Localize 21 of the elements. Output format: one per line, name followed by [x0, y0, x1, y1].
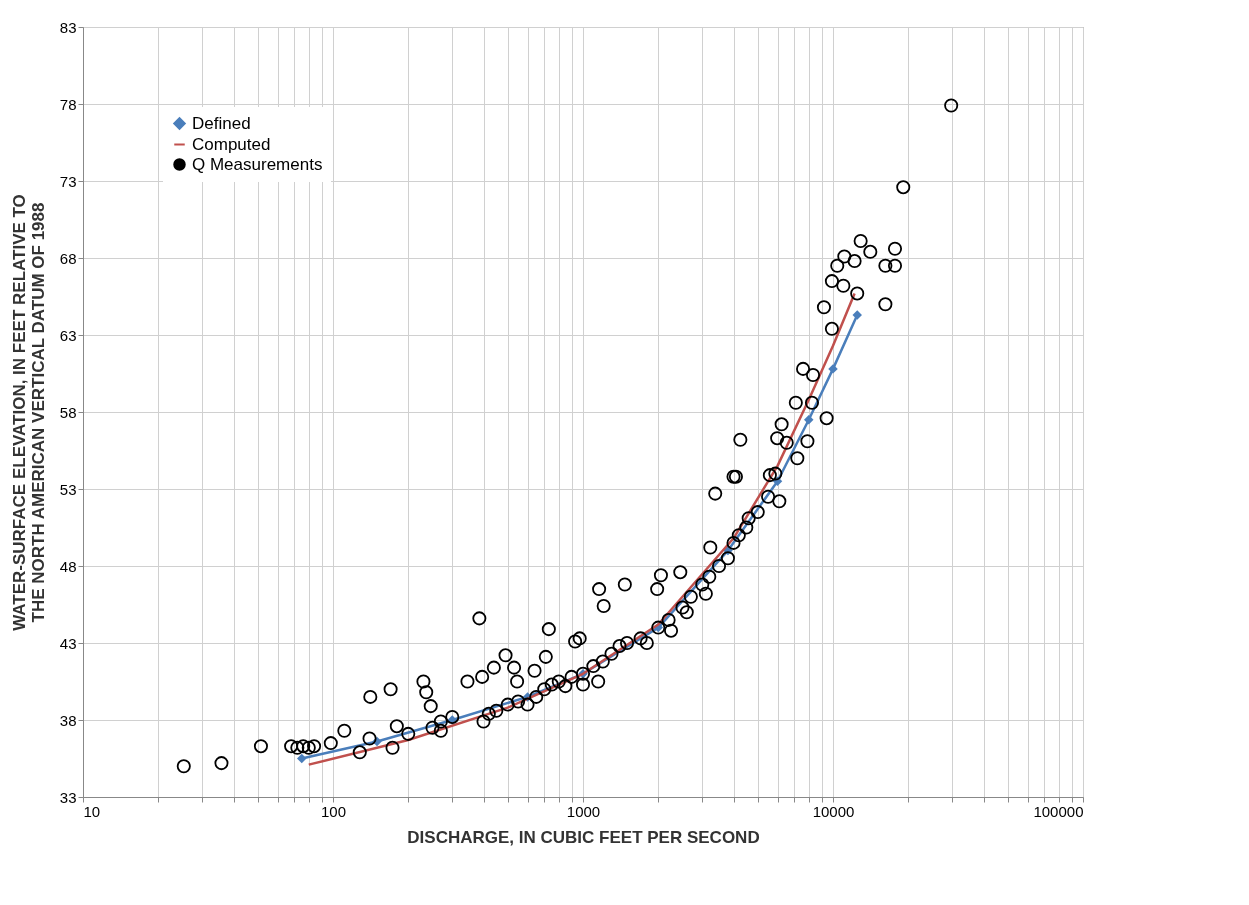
- legend-label: Q Measurements: [192, 154, 323, 174]
- y-tick-label: 58: [59, 403, 77, 421]
- legend-label: Defined: [192, 113, 251, 133]
- y-axis-title: WATER-SURFACE ELEVATION, IN FEET RELATIVE TO THE NORTH AMERICAN VERTICAL DATUM OF 1988: [9, 194, 48, 631]
- legend-label: Computed: [192, 134, 271, 154]
- y-tick-label: 68: [59, 249, 77, 267]
- x-tick-label: 100000: [1033, 802, 1084, 820]
- x-axis-title: DISCHARGE, IN CUBIC FEET PER SECOND: [407, 827, 760, 847]
- y-tick-label: 33: [59, 788, 77, 806]
- x-tick-label: 10: [83, 802, 101, 820]
- x-tick-label: 100: [320, 802, 347, 820]
- x-tick-label: 1000: [566, 802, 601, 820]
- y-tick-label: 43: [59, 634, 77, 652]
- y-tick-label: 73: [59, 172, 77, 190]
- y-tick-label: 48: [59, 557, 77, 575]
- y-tick-label: 53: [59, 480, 77, 498]
- y-tick-label: 38: [59, 711, 77, 729]
- y-tick-label: 63: [59, 326, 77, 344]
- x-tick-label: 10000: [812, 802, 855, 820]
- y-tick-label: 83: [59, 18, 77, 36]
- y-tick-label: 78: [59, 95, 77, 113]
